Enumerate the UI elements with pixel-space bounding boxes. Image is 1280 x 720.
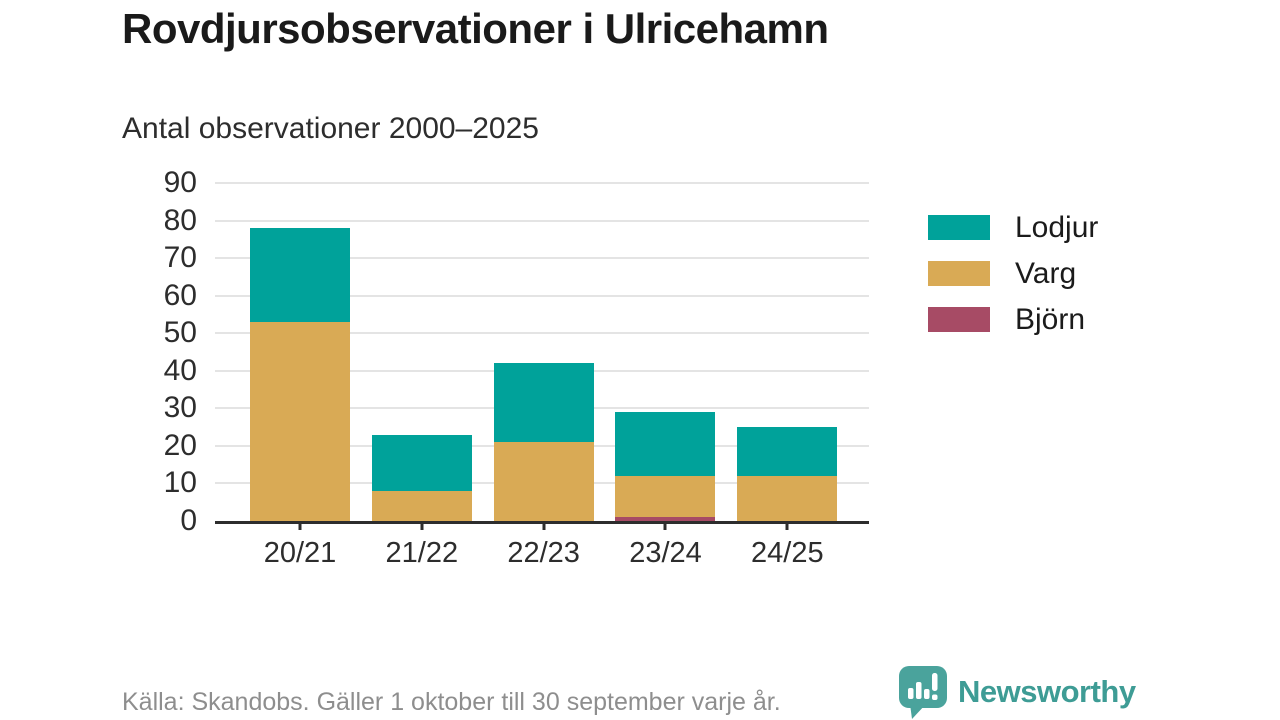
page-title: Rovdjursobservationer i Ulricehamn: [122, 5, 829, 52]
y-tick-label: 60: [163, 278, 197, 312]
bar-segment-varg: [615, 475, 716, 518]
gridline: [215, 332, 869, 335]
x-tick-label: 23/24: [629, 537, 702, 569]
gridline: [215, 219, 869, 222]
plot-area: 20/21 21/22 22/23 23/24 24/25: [215, 182, 869, 569]
x-tick: [298, 521, 302, 530]
x-tick-label: 24/25: [751, 537, 824, 569]
x-axis-line: [215, 521, 869, 524]
y-tick-label: 10: [163, 466, 197, 500]
y-tick-label: 90: [163, 166, 197, 199]
y-tick-label: 0: [180, 504, 197, 537]
newsworthy-logo: Newsworthy: [897, 664, 1136, 720]
bar-segment-varg: [250, 321, 350, 521]
legend: Lodjur Varg Björn: [928, 211, 1099, 353]
legend-swatch: [928, 261, 990, 286]
gridline: [215, 294, 869, 297]
legend-label: Varg: [1015, 257, 1077, 290]
bar-segment-varg: [493, 442, 594, 521]
y-tick-label: 80: [163, 203, 197, 237]
legend-item: Varg: [928, 257, 1098, 290]
bar-segment-lodjur: [493, 363, 594, 443]
bar-segment-varg: [737, 475, 838, 521]
legend-swatch: [928, 215, 990, 240]
x-tick: [663, 521, 667, 530]
chart-subtitle: Antal observationer 2000–2025: [122, 112, 539, 145]
newsworthy-logo-text: Newsworthy: [958, 674, 1136, 709]
bar-chart-speech-bubble-icon: [899, 666, 947, 719]
source-note: Källa: Skandobs. Gäller 1 oktober till 3…: [122, 688, 781, 716]
legend-item: Björn: [928, 303, 1098, 336]
bar-segment-lodjur: [371, 434, 472, 491]
x-tick: [785, 521, 789, 530]
legend-label: Lodjur: [1015, 211, 1099, 244]
gridline: [215, 182, 869, 184]
x-tick-label: 20/21: [263, 537, 337, 569]
y-tick-label: 20: [163, 428, 197, 462]
gridline: [215, 257, 869, 260]
y-tick-label: 70: [163, 241, 197, 275]
legend-swatch: [928, 307, 990, 332]
bar-segment-lodjur: [737, 427, 838, 476]
x-tick-label: 21/22: [385, 537, 459, 569]
x-tick: [542, 521, 546, 530]
y-tick-label: 50: [163, 316, 197, 350]
y-tick-label: 30: [163, 391, 197, 425]
bar-segment-varg: [371, 490, 472, 521]
x-tick-label: 22/23: [507, 537, 580, 569]
bar-segment-björn: [615, 517, 716, 521]
bar-segment-lodjur: [250, 228, 350, 322]
y-tick-label: 40: [163, 353, 197, 387]
legend-item: Lodjur: [928, 211, 1099, 244]
legend-label: Björn: [1015, 303, 1086, 336]
bar-segment-lodjur: [615, 412, 716, 476]
x-tick: [420, 521, 424, 530]
y-axis-labels: 0 10 20 30 40 50 60 70 80 90: [95, 168, 197, 536]
